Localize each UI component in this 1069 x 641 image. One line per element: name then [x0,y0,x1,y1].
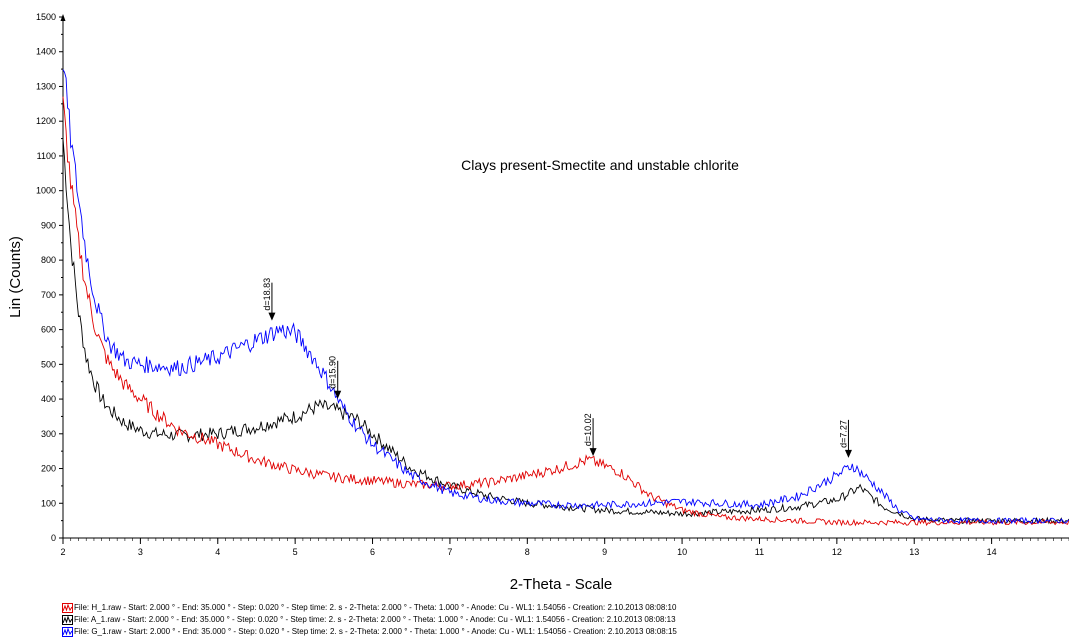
peak-arrow-head [589,448,597,457]
x-tick-label: 10 [677,547,687,557]
y-tick-label: 1200 [36,116,56,126]
series-line-1 [62,138,1069,525]
x-tick-label: 11 [755,547,764,557]
y-tick-label: 400 [41,394,56,404]
legend-label: File: H_1.raw - Start: 2.000 ° - End: 35… [74,603,677,612]
y-tick-label: 700 [41,290,56,300]
y-axis-title: Lin (Counts) [7,236,24,318]
legend-entry: File: H_1.raw - Start: 2.000 ° - End: 35… [62,602,677,614]
legend-entry: File: A_1.raw - Start: 2.000 ° - End: 35… [62,614,677,626]
y-tick-label: 1500 [36,12,56,22]
x-tick-label: 2 [60,547,65,557]
peak-label: d=7.27 [838,420,848,448]
legend-swatch-icon [62,627,73,637]
y-tick-label: 1400 [36,47,56,57]
y-tick-label: 900 [41,220,56,230]
x-tick-label: 8 [525,547,530,557]
x-tick-label: 14 [987,547,997,557]
peak-arrow-head [844,449,852,458]
peak-marker: d=7.27 [838,419,852,458]
x-tick-label: 6 [370,547,375,557]
chart-annotation: Clays present-Smectite and unstable chlo… [461,157,739,173]
y-tick-label: 500 [41,359,56,369]
peak-marker: d=15.90 [328,356,342,399]
y-tick-label: 1300 [36,81,56,91]
peak-label: d=15.90 [328,356,338,389]
peak-label: d=18.83 [262,278,272,311]
x-tick-label: 12 [832,547,842,557]
legend-swatch-icon [62,615,73,625]
y-tick-label: 200 [41,464,56,474]
y-axis: 0 100 200 300 400 500 600 700 800 900 1000 1100 1200… [36,12,66,543]
series-lines [62,69,1069,527]
series-line-0 [62,96,1069,527]
legend-entry: File: G_1.raw - Start: 2.000 ° - End: 35… [62,626,677,638]
x-tick-label: 5 [293,547,298,557]
y-tick-label: 100 [41,498,56,508]
peak-arrow-head [268,312,276,321]
x-axis-title: 2-Theta - Scale [510,576,613,593]
y-tick-label: 800 [41,255,56,265]
peak-marker: d=18.83 [262,278,276,321]
legend-label: File: A_1.raw - Start: 2.000 ° - End: 35… [74,615,676,624]
peak-label: d=10.02 [583,413,593,446]
peak-marker: d=10.02 [583,413,597,457]
series-line-2 [62,69,1069,525]
y-tick-label: 0 [51,533,56,543]
y-tick-label: 1000 [36,186,56,196]
x-tick-label: 13 [909,547,919,557]
peak-arrow-head [334,390,342,399]
y-tick-label: 1100 [37,151,56,161]
x-tick-label: 4 [215,547,220,557]
y-tick-label: 300 [41,429,56,439]
x-axis: 2 3 4 5 6 7 8 9 10 11 12 13 14 [60,537,1069,557]
legend: File: H_1.raw - Start: 2.000 ° - End: 35… [62,602,677,638]
x-tick-label: 7 [447,547,452,557]
peak-annotations: d=18.83 d=15.90 d=10.02 d=7.27 [262,278,852,458]
legend-swatch-icon [62,603,73,613]
x-tick-label: 3 [138,547,143,557]
x-tick-label: 9 [602,547,607,557]
y-tick-label: 600 [41,325,56,335]
legend-label: File: G_1.raw - Start: 2.000 ° - End: 35… [74,627,677,636]
